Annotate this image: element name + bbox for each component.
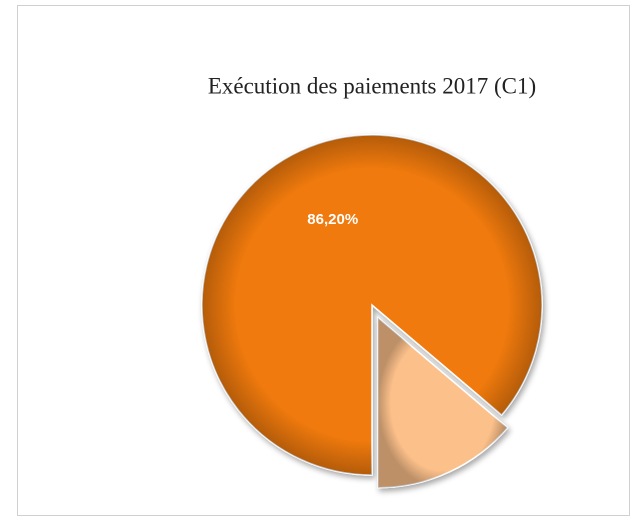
slice-shade [377, 317, 508, 488]
pie: 86,20% [201, 134, 543, 489]
slice-shade [202, 135, 543, 475]
chart-title: Exécution des paiements 2017 (C1) [208, 73, 536, 98]
data-label: 86,20% [307, 211, 358, 228]
